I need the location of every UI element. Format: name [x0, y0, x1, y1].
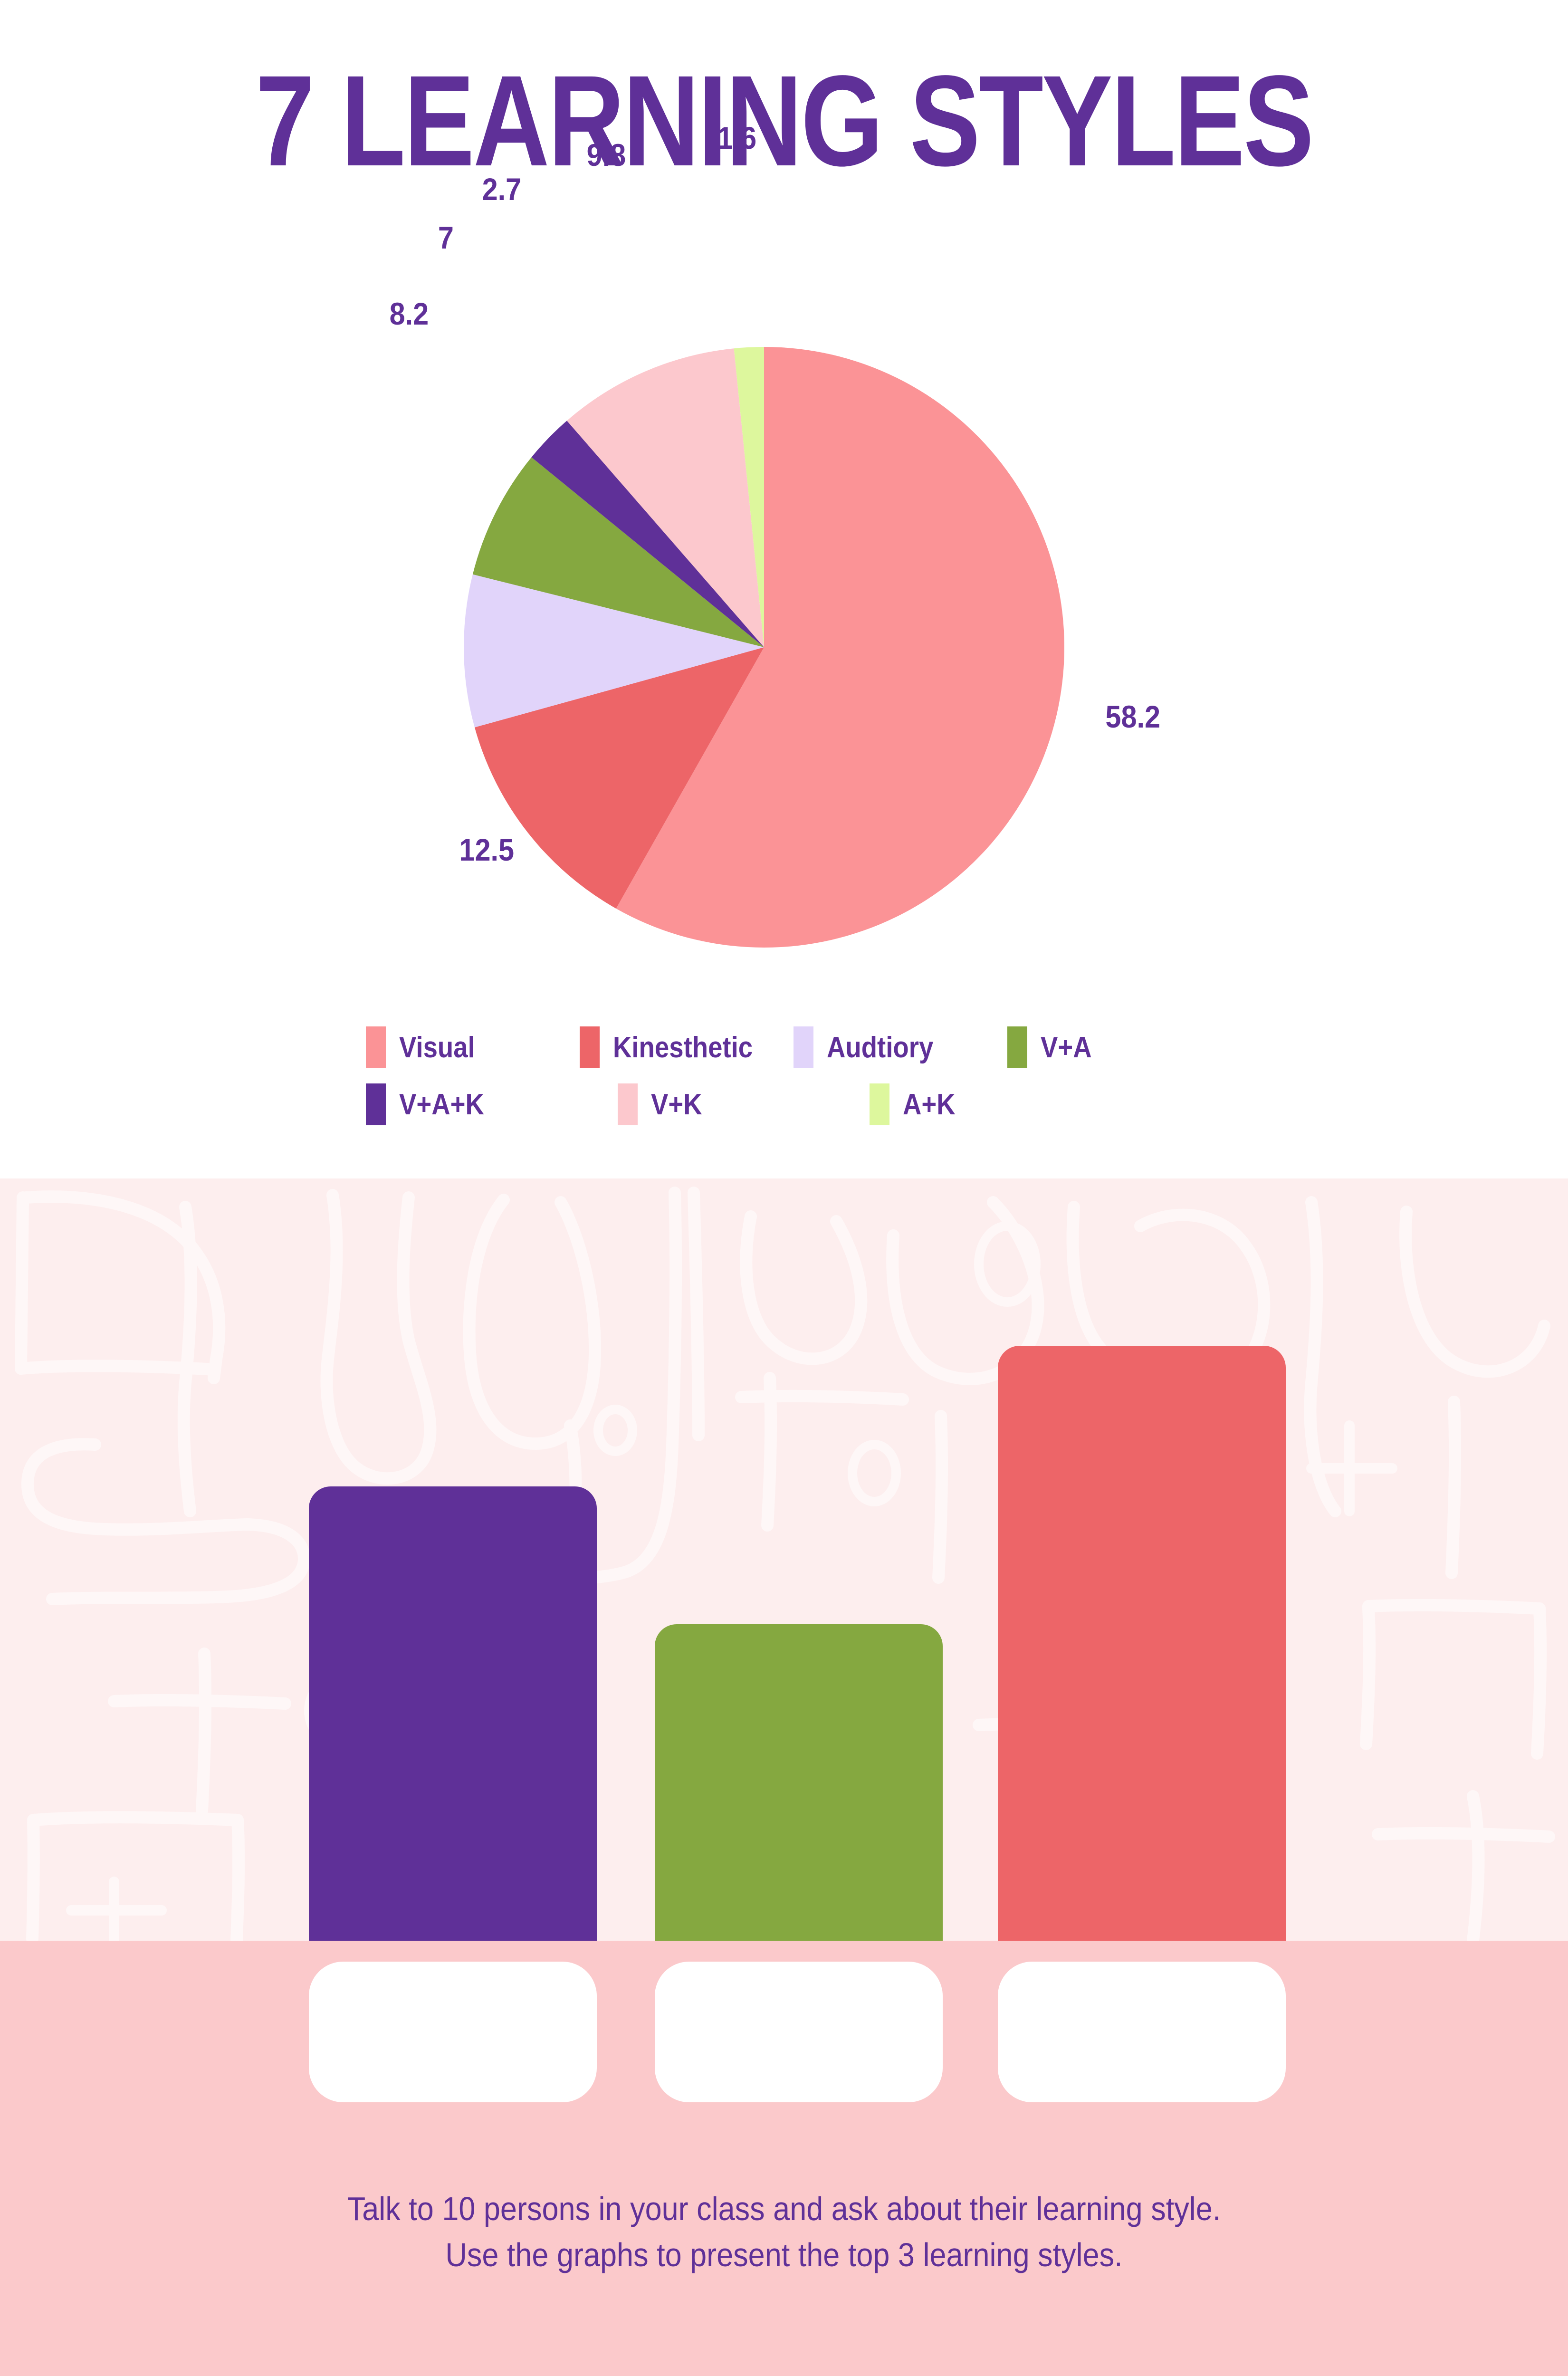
footer-instructions: Talk to 10 persons in your class and ask…: [0, 2186, 1568, 2278]
answer-box-2[interactable]: [655, 1962, 943, 2102]
legend-label: V+K: [651, 1088, 702, 1121]
bar-2: [655, 1624, 943, 1941]
legend-swatch-icon: [794, 1026, 813, 1068]
pie-slice-kinesthetic: [474, 647, 764, 909]
answer-box-3[interactable]: [998, 1962, 1286, 2102]
footer-line-2: Use the graphs to present the top 3 lear…: [445, 2236, 1123, 2273]
legend-label: Audtiory: [827, 1031, 934, 1064]
legend-swatch-icon: [870, 1083, 889, 1125]
legend-label: V+A+K: [399, 1088, 484, 1121]
legend-swatch-icon: [366, 1026, 386, 1068]
legend-item-a-k[interactable]: A+K: [870, 1083, 1121, 1125]
legend-swatch-icon: [366, 1083, 386, 1125]
legend-row-1: Visual Kinesthetic Audtiory V+A: [366, 1026, 1221, 1068]
legend-label: Visual: [399, 1031, 475, 1064]
legend-label: Kinesthetic: [613, 1031, 753, 1064]
bar-1: [309, 1486, 597, 1941]
legend-swatch-icon: [580, 1026, 600, 1068]
page-title: 7 LEARNING STYLES: [255, 48, 1314, 193]
pie-label-8-2: 8.2: [389, 296, 429, 331]
answer-box-1[interactable]: [309, 1962, 597, 2102]
pie-chart-section: 1.6 9.8 2.7 7 8.2 12.5 58.2: [0, 0, 1568, 1178]
legend-label: V+A: [1041, 1031, 1092, 1064]
footer-line-1: Talk to 10 persons in your class and ask…: [347, 2190, 1221, 2227]
pie-label-2-7: 2.7: [482, 172, 522, 207]
pie-label-9-8: 9.8: [586, 137, 626, 172]
legend-label: A+K: [903, 1088, 956, 1121]
bar-3: [998, 1346, 1286, 1941]
pie-label-58-2: 58.2: [1105, 699, 1161, 734]
legend-swatch-icon: [618, 1083, 638, 1125]
pie-chart: [464, 347, 1065, 948]
legend-row-2: V+A+K V+K A+K: [366, 1083, 1221, 1125]
pie-slice-v-a-k: [531, 421, 764, 647]
legend-item-v-k[interactable]: V+K: [618, 1083, 870, 1125]
pie-label-1-6: 1.6: [717, 120, 757, 155]
legend-item-v-a-k[interactable]: V+A+K: [366, 1083, 618, 1125]
pie-slice-audtiory: [464, 574, 764, 728]
legend-item-kinesthetic[interactable]: Kinesthetic: [580, 1026, 794, 1068]
pie-label-7: 7: [438, 220, 454, 255]
legend-swatch-icon: [1007, 1026, 1027, 1068]
pie-legend: Visual Kinesthetic Audtiory V+A V+A+K V+K A+K: [366, 1026, 1221, 1140]
pie-slice-a-k: [734, 347, 764, 647]
pie-slice-v-k: [567, 348, 764, 647]
pie-label-12-5: 12.5: [459, 832, 515, 867]
legend-item-audtiory[interactable]: Audtiory: [794, 1026, 1007, 1068]
pie-slice-visual: [616, 347, 1065, 948]
pie-slice-v-a: [472, 457, 764, 647]
legend-item-visual[interactable]: Visual: [366, 1026, 580, 1068]
legend-item-v-a[interactable]: V+A: [1007, 1026, 1221, 1068]
